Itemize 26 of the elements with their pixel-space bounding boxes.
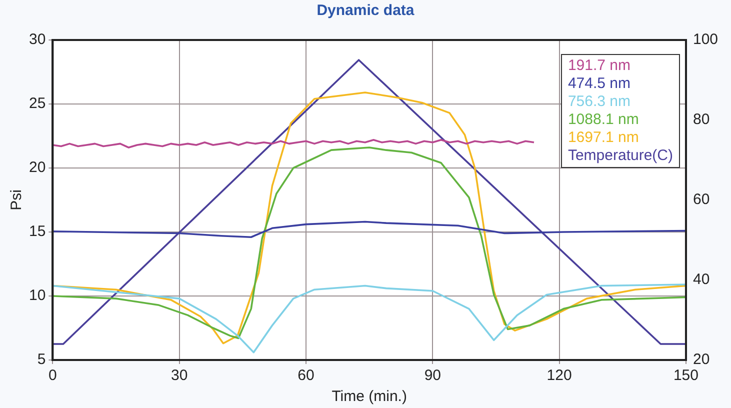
text: 474.5 nm <box>568 75 632 93</box>
x-tick-label: 120 <box>546 367 572 384</box>
x-tick-label: 0 <box>48 367 57 384</box>
chart-title: Dynamic data <box>316 2 416 19</box>
text: 191.7 nm <box>568 57 632 75</box>
text: 1088.1 nm <box>568 111 640 129</box>
text: Temperature(C) <box>568 147 673 165</box>
y-tick-label: 5 <box>37 351 46 368</box>
y-axis-title: Psi <box>8 190 26 210</box>
y2-tick-label: 20 <box>692 351 710 368</box>
y2-tick-label: 40 <box>692 271 710 288</box>
x-tick-label: 90 <box>424 367 441 384</box>
y-tick-label: 20 <box>28 159 46 176</box>
x-axis-title: Time (min.) <box>332 388 407 406</box>
text: 756.3 nm <box>568 93 632 111</box>
y2-tick-label: 60 <box>692 191 710 208</box>
y-tick-label: 25 <box>28 95 46 112</box>
x-tick-label: 60 <box>298 367 314 384</box>
x-tick-label: 30 <box>171 367 188 384</box>
y2-tick-label: 100 <box>692 31 718 48</box>
y-tick-label: 15 <box>28 223 46 240</box>
x-tick-label: 150 <box>673 367 698 384</box>
text: 1697.1 nm <box>568 129 640 147</box>
y-tick-label: 10 <box>28 287 46 304</box>
y2-tick-label: 80 <box>692 111 710 128</box>
y-tick-label: 30 <box>28 31 46 48</box>
